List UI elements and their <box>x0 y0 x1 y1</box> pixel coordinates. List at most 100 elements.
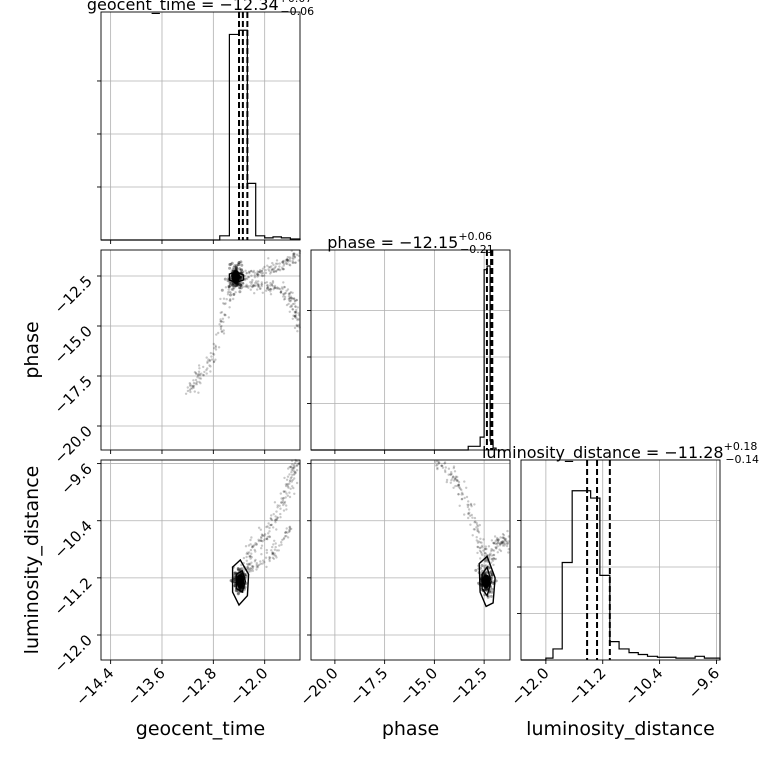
sample-point <box>256 273 259 276</box>
sample-point <box>265 537 268 540</box>
sample-point <box>251 544 254 548</box>
title-upper-error: +0.18 <box>724 440 758 453</box>
sample-point <box>208 359 212 362</box>
x-tick-label-geocent_time: −13.6 <box>124 664 169 709</box>
sample-point <box>278 268 281 271</box>
sample-point <box>457 483 460 487</box>
sample-point <box>241 281 244 284</box>
sample-point <box>290 527 293 531</box>
sample-point <box>284 535 287 538</box>
sample-point <box>210 358 214 361</box>
sample-point <box>291 317 294 320</box>
sample-point <box>264 281 267 285</box>
sample-point <box>267 532 270 535</box>
sample-point <box>277 549 280 552</box>
y-tick-label-phase: −12.5 <box>51 272 96 317</box>
sample-point <box>291 463 294 466</box>
sample-point <box>274 270 278 273</box>
sample-point <box>285 530 288 534</box>
sample-point <box>244 269 247 272</box>
sample-point <box>249 548 253 552</box>
sample-point <box>475 526 478 529</box>
sample-point <box>501 540 504 543</box>
x-tick-label-phase: −12.5 <box>446 664 491 709</box>
sample-point <box>288 293 291 296</box>
sample-point <box>492 542 496 545</box>
y-tick-label-luminosity_distance: −11.2 <box>51 574 96 619</box>
pair-phase-luminosity_distance-frame <box>310 459 511 661</box>
sample-point <box>291 297 294 300</box>
sample-point <box>293 310 296 314</box>
sample-point <box>295 324 299 328</box>
sample-point <box>291 308 294 311</box>
sample-point <box>206 361 209 365</box>
sample-point <box>479 557 482 560</box>
sample-point <box>265 284 269 287</box>
sample-point <box>234 291 237 294</box>
sample-point <box>478 546 481 550</box>
sample-point <box>285 257 289 261</box>
sample-point <box>293 465 296 468</box>
sample-point <box>444 470 447 474</box>
sample-point <box>242 556 246 560</box>
sample-point <box>269 272 272 275</box>
sample-point <box>284 531 287 534</box>
sample-point <box>231 284 235 288</box>
sample-point <box>198 380 201 384</box>
sample-point <box>291 256 294 260</box>
sample-point <box>473 516 477 520</box>
sample-point <box>484 588 488 592</box>
sample-point <box>256 275 259 278</box>
sample-point <box>291 473 294 477</box>
histogram-luminosity_distance <box>521 490 721 661</box>
pair-geocent_time-luminosity_distance-density-peak <box>236 574 245 589</box>
sample-point <box>452 479 456 482</box>
sample-point <box>213 347 216 350</box>
sample-point <box>282 281 285 284</box>
sample-point <box>286 288 290 291</box>
sample-point <box>479 550 483 554</box>
sample-point <box>184 392 188 395</box>
sample-point <box>297 462 301 465</box>
sample-point <box>494 557 498 561</box>
sample-point <box>250 274 253 277</box>
sample-point <box>233 577 237 581</box>
sample-point <box>246 564 250 567</box>
sample-point <box>233 571 237 575</box>
sample-point <box>445 478 449 482</box>
sample-point <box>452 466 455 470</box>
sample-point <box>227 285 231 289</box>
sample-point <box>245 285 248 288</box>
sample-point <box>252 269 256 273</box>
sample-point <box>256 566 260 569</box>
sample-point <box>290 304 293 307</box>
sample-point <box>272 270 276 273</box>
pair-geocent_time-phase-frame <box>100 249 301 451</box>
sample-point <box>260 539 263 542</box>
sample-point <box>284 258 287 262</box>
sample-point <box>269 290 272 293</box>
sample-point <box>293 255 297 258</box>
sample-point <box>289 527 292 530</box>
sample-point <box>194 371 198 375</box>
sample-point <box>261 534 264 538</box>
sample-point <box>273 284 277 288</box>
sample-point <box>271 545 274 549</box>
sample-point <box>245 552 248 555</box>
sample-point <box>247 544 251 547</box>
sample-point <box>286 256 289 259</box>
sample-point <box>257 538 260 541</box>
sample-point <box>498 548 501 551</box>
pair-geocent_time-phase-contour-0 <box>228 271 245 284</box>
sample-point <box>229 262 233 266</box>
sample-point <box>276 506 279 509</box>
sample-point <box>438 461 441 464</box>
sample-point <box>188 382 191 385</box>
sample-point <box>463 496 466 500</box>
sample-point <box>271 553 274 556</box>
sample-point <box>288 482 291 485</box>
sample-point <box>287 258 290 262</box>
sample-point <box>228 263 232 266</box>
sample-point <box>475 539 478 542</box>
sample-point <box>232 297 235 301</box>
